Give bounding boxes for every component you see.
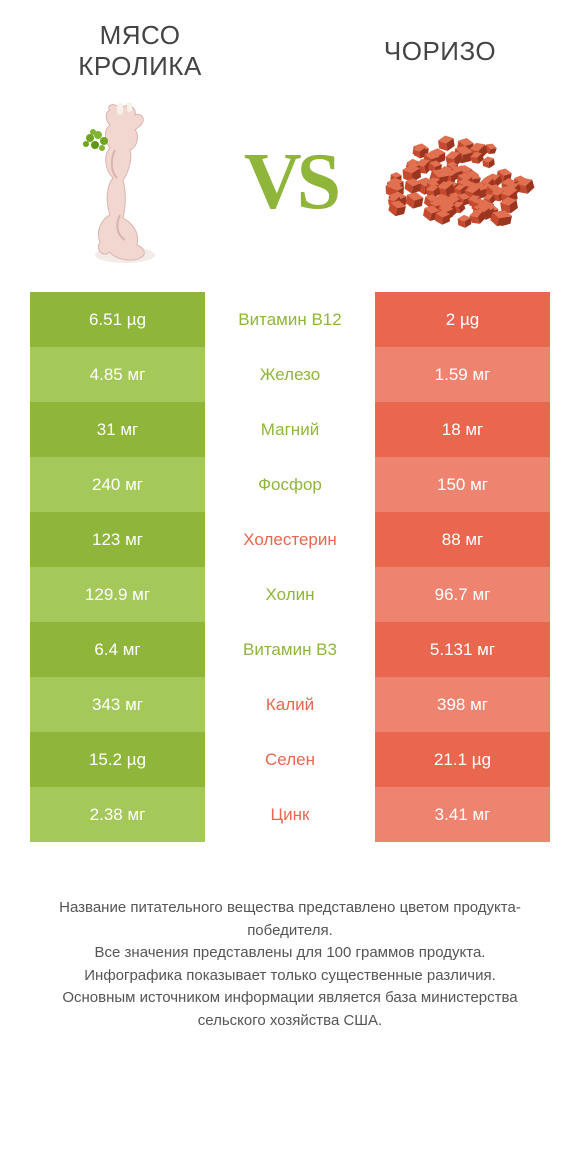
value-right: 21.1 µg bbox=[375, 732, 550, 787]
value-left: 343 мг bbox=[30, 677, 205, 732]
comparison-table: 6.51 µgВитамин B122 µg4.85 мгЖелезо1.59 … bbox=[0, 292, 580, 842]
value-right: 96.7 мг bbox=[375, 567, 550, 622]
value-right: 18 мг bbox=[375, 402, 550, 457]
value-left: 4.85 мг bbox=[30, 347, 205, 402]
nutrient-label: Холин bbox=[205, 567, 375, 622]
table-row: 15.2 µgСелен21.1 µg bbox=[30, 732, 550, 787]
table-row: 6.4 мгВитамин B35.131 мг bbox=[30, 622, 550, 677]
value-right: 1.59 мг bbox=[375, 347, 550, 402]
nutrient-label: Фосфор bbox=[205, 457, 375, 512]
footer-text: Название питательного вещества представл… bbox=[0, 842, 580, 1032]
table-row: 2.38 мгЦинк3.41 мг bbox=[30, 787, 550, 842]
value-left: 2.38 мг bbox=[30, 787, 205, 842]
nutrient-label: Холестерин bbox=[205, 512, 375, 567]
value-right: 2 µg bbox=[375, 292, 550, 347]
vs-label: VS bbox=[244, 137, 336, 228]
value-left: 15.2 µg bbox=[30, 732, 205, 787]
nutrient-label: Магний bbox=[205, 402, 375, 457]
table-row: 343 мгКалий398 мг bbox=[30, 677, 550, 732]
value-right: 150 мг bbox=[375, 457, 550, 512]
value-left: 240 мг bbox=[30, 457, 205, 512]
value-left: 123 мг bbox=[30, 512, 205, 567]
table-row: 6.51 µgВитамин B122 µg bbox=[30, 292, 550, 347]
value-right: 3.41 мг bbox=[375, 787, 550, 842]
value-right: 5.131 мг bbox=[375, 622, 550, 677]
nutrient-label: Железо bbox=[205, 347, 375, 402]
footer-line: Все значения представлены для 100 граммо… bbox=[30, 942, 550, 965]
value-left: 31 мг bbox=[30, 402, 205, 457]
value-left: 6.4 мг bbox=[30, 622, 205, 677]
nutrient-label: Селен bbox=[205, 732, 375, 787]
nutrient-label: Витамин B12 bbox=[205, 292, 375, 347]
product-left-title: МЯСО КРОЛИКА bbox=[40, 20, 240, 82]
table-row: 31 мгМагний18 мг bbox=[30, 402, 550, 457]
nutrient-label: Цинк bbox=[205, 787, 375, 842]
value-left: 129.9 мг bbox=[30, 567, 205, 622]
table-row: 129.9 мгХолин96.7 мг bbox=[30, 567, 550, 622]
footer-line: Инфографика показывает только существенн… bbox=[30, 965, 550, 988]
table-row: 123 мгХолестерин88 мг bbox=[30, 512, 550, 567]
value-right: 88 мг bbox=[375, 512, 550, 567]
value-right: 398 мг bbox=[375, 677, 550, 732]
footer-line: Основным источником информации является … bbox=[30, 987, 550, 1032]
nutrient-label: Витамин B3 bbox=[205, 622, 375, 677]
value-left: 6.51 µg bbox=[30, 292, 205, 347]
product-right-title: ЧОРИЗО bbox=[340, 36, 540, 67]
table-row: 240 мгФосфор150 мг bbox=[30, 457, 550, 512]
rabbit-image bbox=[40, 97, 210, 267]
nutrient-label: Калий bbox=[205, 677, 375, 732]
images-row: VS bbox=[0, 87, 580, 292]
table-row: 4.85 мгЖелезо1.59 мг bbox=[30, 347, 550, 402]
header: МЯСО КРОЛИКА ЧОРИЗО bbox=[0, 0, 580, 87]
chorizo-image bbox=[370, 97, 540, 267]
footer-line: Название питательного вещества представл… bbox=[30, 897, 550, 942]
